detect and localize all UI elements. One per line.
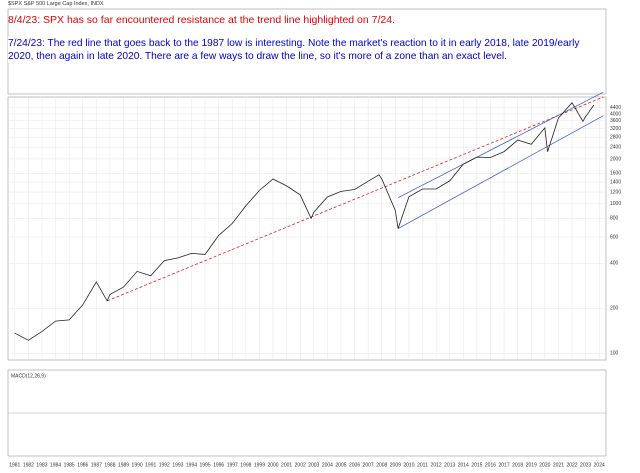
x-tick-label: 2005: [335, 462, 346, 468]
y-tick-label: 800: [610, 216, 619, 222]
x-tick-label: 1992: [159, 462, 170, 468]
x-tick-label: 1986: [77, 462, 88, 468]
x-tick-label: 2024: [594, 462, 605, 468]
x-tick-label: 1993: [172, 462, 183, 468]
y-tick-label: 1600: [610, 171, 621, 177]
trend-line: [107, 96, 604, 302]
x-tick-label: 1989: [118, 462, 129, 468]
x-tick-label: 2020: [539, 462, 550, 468]
x-tick-label: 2021: [553, 462, 564, 468]
x-tick-label: 2010: [403, 462, 414, 468]
y-tick-label: 2400: [610, 144, 621, 150]
y-tick-label: 100: [610, 350, 619, 356]
x-tick-label: 2017: [499, 462, 510, 468]
x-tick-label: 1990: [132, 462, 143, 468]
channel-upper: [397, 91, 604, 199]
x-tick-label: 1984: [50, 462, 61, 468]
y-tick-label: 400: [610, 261, 619, 267]
x-tick-label: 2000: [267, 462, 278, 468]
x-tick-label: 1995: [200, 462, 211, 468]
price-line: [14, 102, 595, 341]
y-tick-label: 1000: [610, 201, 621, 207]
x-tick-label: 2012: [431, 462, 442, 468]
x-tick-label: 2002: [295, 462, 306, 468]
x-tick-label: 1983: [36, 462, 47, 468]
price-panel: [7, 96, 607, 361]
x-tick-label: 2011: [417, 462, 428, 468]
annotation-red: 8/4/23: SPX has so far encountered resis…: [8, 14, 396, 26]
y-tick-label: 1200: [610, 189, 621, 195]
x-tick-label: 2016: [485, 462, 496, 468]
y-tick-label: 2000: [610, 156, 621, 162]
x-tick-label: 2019: [526, 462, 537, 468]
x-tick-label: 1981: [9, 462, 20, 468]
x-tick-label: 2003: [308, 462, 319, 468]
annotation-blue: 7/24/23: The red line that goes back to …: [8, 37, 598, 63]
y-tick-label: 4400: [610, 105, 621, 111]
y-tick-label: 1400: [610, 179, 621, 185]
x-tick-label: 1998: [240, 462, 251, 468]
x-tick-label: 2013: [444, 462, 455, 468]
y-tick-label: 3200: [610, 126, 621, 132]
x-tick-label: 1987: [91, 462, 102, 468]
x-tick-label: 1988: [104, 462, 115, 468]
x-tick-label: 2022: [566, 462, 577, 468]
x-tick-label: 2015: [471, 462, 482, 468]
y-tick-label: 200: [610, 306, 619, 312]
x-tick-label: 2001: [281, 462, 292, 468]
x-tick-label: 2007: [363, 462, 374, 468]
x-tick-label: 1996: [213, 462, 224, 468]
x-tick-label: 1999: [254, 462, 265, 468]
x-tick-label: 1985: [64, 462, 75, 468]
y-tick-label: 3600: [610, 118, 621, 124]
y-tick-label: 4000: [610, 111, 621, 117]
x-tick-label: 2023: [580, 462, 591, 468]
x-tick-label: 2018: [512, 462, 523, 468]
y-tick-label: 2800: [610, 134, 621, 140]
x-tick-label: 2004: [322, 462, 333, 468]
x-tick-label: 1997: [227, 462, 238, 468]
x-tick-label: 2014: [458, 462, 469, 468]
y-tick-label: 600: [610, 234, 619, 240]
channel-lower: [397, 115, 604, 229]
x-tick-label: 1994: [186, 462, 197, 468]
x-tick-label: 1991: [145, 462, 156, 468]
x-tick-label: 2008: [376, 462, 387, 468]
indicator-label: MACD(12,26,9): [11, 373, 46, 379]
x-tick-label: 1982: [23, 462, 34, 468]
x-tick-label: 2006: [349, 462, 360, 468]
header: $SPX S&P 500 Large Cap Index, INDX: [8, 1, 104, 7]
x-tick-label: 2009: [390, 462, 401, 468]
